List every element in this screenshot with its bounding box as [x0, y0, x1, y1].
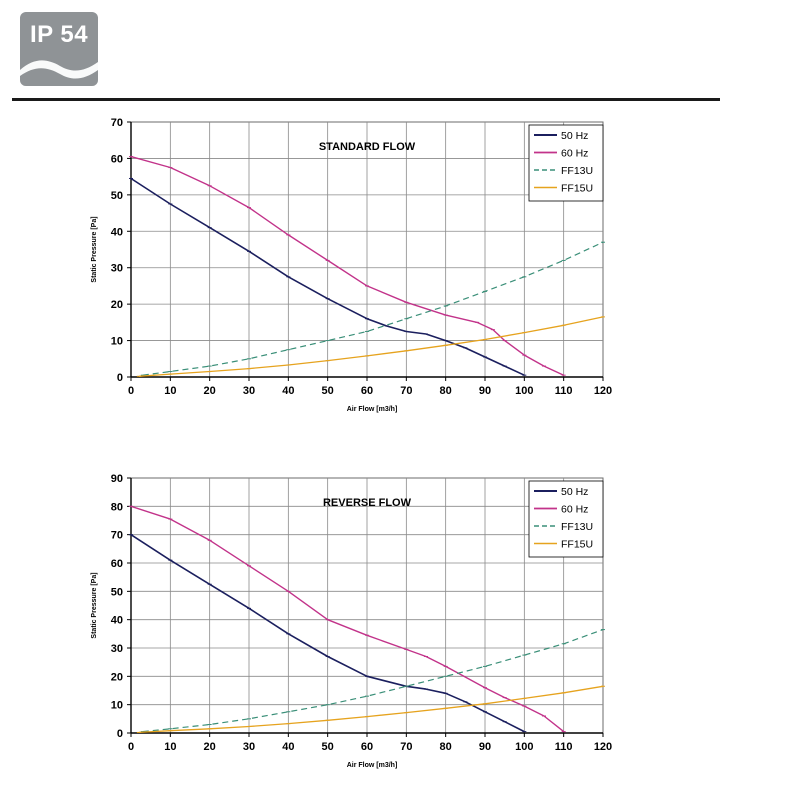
- y-tick-label: 80: [111, 501, 123, 513]
- legend-label: FF13U: [561, 521, 593, 533]
- x-tick-label: 10: [164, 741, 176, 753]
- x-tick-label: 30: [243, 385, 255, 397]
- legend-label: 60 Hz: [561, 148, 588, 160]
- x-tick-label: 10: [164, 385, 176, 397]
- y-tick-label: 10: [111, 700, 123, 712]
- series-line-50-hz: [130, 534, 525, 733]
- y-tick-label: 60: [111, 153, 123, 165]
- y-tick-label: 40: [111, 226, 123, 238]
- x-tick-label: 0: [128, 385, 134, 397]
- standard-flow-chart: 0 10 20 30 40 50 60 70 80 90 100 110 120 0 10 20 30 40 50 6…: [91, 117, 612, 413]
- ip-rating-label: IP 54: [29, 21, 89, 48]
- x-tick-label: 110: [555, 385, 573, 397]
- y-tick-label: 30: [111, 643, 123, 655]
- y-tick-label: 50: [111, 586, 123, 598]
- chart-title: REVERSE FLOW: [323, 497, 412, 509]
- legend: [528, 124, 604, 202]
- chart-title: STANDARD FLOW: [319, 141, 416, 153]
- y-axis-label: Static Pressure [Pa]: [91, 572, 98, 638]
- x-tick-label: 100: [515, 385, 533, 397]
- y-tick-label: 10: [111, 336, 123, 348]
- y-tick-label: 0: [117, 372, 123, 384]
- y-tick-label: 90: [111, 473, 123, 485]
- x-axis-label: Air Flow [m3/h]: [347, 762, 398, 769]
- x-tick-label: 70: [400, 741, 412, 753]
- legend-label: 50 Hz: [561, 486, 588, 498]
- y-tick-label: 60: [111, 558, 123, 570]
- x-tick-label: 80: [440, 741, 452, 753]
- y-tick-label: 50: [111, 190, 123, 202]
- x-tick-label: 90: [479, 741, 491, 753]
- y-tick-label: 20: [111, 299, 123, 311]
- x-tick-label: 40: [282, 385, 294, 397]
- legend-label: FF15U: [561, 539, 593, 551]
- legend-label: FF15U: [561, 183, 593, 195]
- x-tick-label: 120: [594, 385, 612, 397]
- x-tick-label: 70: [400, 385, 412, 397]
- y-tick-label: 70: [111, 530, 123, 542]
- x-tick-label: 60: [361, 741, 373, 753]
- x-tick-label: 50: [322, 741, 334, 753]
- wave-icon: [20, 60, 98, 86]
- y-tick-label: 70: [111, 117, 123, 129]
- y-tick-label: 30: [111, 263, 123, 275]
- y-tick-label: 0: [117, 728, 123, 740]
- legend: [528, 480, 604, 558]
- x-tick-label: 120: [594, 741, 612, 753]
- x-tick-label: 20: [204, 741, 216, 753]
- legend-label: FF13U: [561, 165, 593, 177]
- x-tick-label: 90: [479, 385, 491, 397]
- x-tick-label: 20: [204, 385, 216, 397]
- x-tick-label: 100: [515, 741, 533, 753]
- reverse-flow-chart: 0 10 20 30 40 50 60 70 80 90 100 110 120 0 10 20 30 40 50 6…: [91, 473, 612, 769]
- x-tick-label: 60: [361, 385, 373, 397]
- legend-label: 60 Hz: [561, 504, 588, 516]
- y-tick-label: 20: [111, 671, 123, 683]
- header-divider: [12, 98, 720, 101]
- x-axis-label: Air Flow [m3/h]: [347, 406, 398, 413]
- x-tick-label: 0: [128, 741, 134, 753]
- y-tick-label: 40: [111, 615, 123, 627]
- x-tick-label: 30: [243, 741, 255, 753]
- y-axis-label: Static Pressure [Pa]: [91, 216, 98, 282]
- x-tick-label: 50: [322, 385, 334, 397]
- ip-rating-badge: IP 54: [20, 12, 98, 86]
- legend-label: 50 Hz: [561, 130, 588, 142]
- x-tick-label: 110: [555, 741, 573, 753]
- x-tick-label: 40: [282, 741, 294, 753]
- x-tick-label: 80: [440, 385, 452, 397]
